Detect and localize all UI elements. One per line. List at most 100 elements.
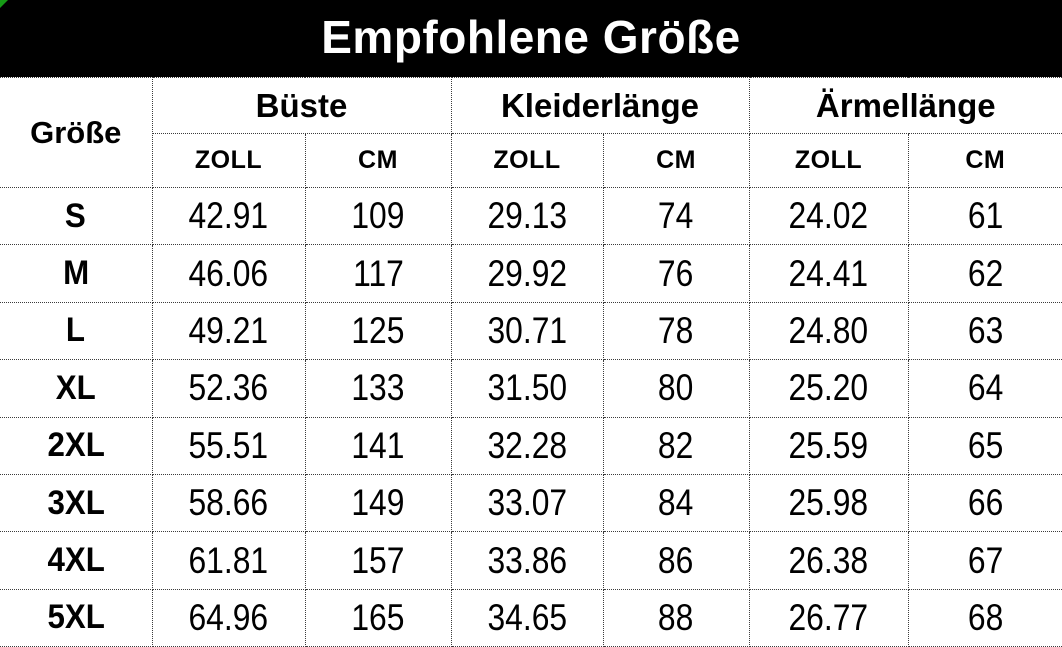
size-label-text: XL [55,368,96,407]
measurement-cell: 32.28 [450,416,604,475]
value-text: 66 [967,482,1003,524]
measurement-cell: 34.65 [450,588,604,647]
value-text: 33.07 [487,482,567,524]
measurement-cell: 165 [304,588,452,647]
table-row-5xl: 5XL 64.96 165 34.65 88 26.77 68 [0,588,1062,647]
value-text: 61 [967,195,1003,237]
measurement-cell: 29.13 [450,186,604,246]
size-label: XL [0,359,153,418]
measurement-cell: 157 [304,531,452,590]
unit-header-sleeve-cm: CM [907,133,1062,188]
table-row-s: S 42.91 109 29.13 74 24.02 61 [0,186,1062,246]
unit-header-dress-inch: ZOLL [450,133,604,188]
value-text: 34.65 [487,596,567,638]
measurement-cell: 55.51 [151,416,306,475]
measurement-cell: 61 [907,186,1062,246]
measurement-cell: 33.86 [450,531,604,590]
measurement-cell: 125 [304,301,452,361]
size-label: 2XL [0,416,153,475]
value-text: 165 [351,596,405,638]
size-label: M [0,244,153,303]
unit-header-dress-cm: CM [602,133,750,188]
value-text: 32.28 [487,424,567,466]
measurement-cell: 133 [304,359,452,418]
measurement-cell: 24.80 [748,301,909,361]
value-text: 25.59 [788,424,869,466]
page-title: Empfohlene Größe [321,10,741,63]
measurement-cell: 65 [907,416,1062,475]
size-label: 4XL [0,531,153,590]
value-text: 80 [658,367,694,409]
unit-header-bust-inch: ZOLL [152,133,306,188]
value-text: 64 [967,367,1003,409]
value-text: 31.50 [487,367,567,409]
size-label: S [0,186,153,246]
measurement-cell: 24.02 [748,186,909,246]
measurement-cell: 117 [304,244,452,303]
table-row-l: L 49.21 125 30.71 78 24.80 63 [0,301,1062,361]
table-row-2xl: 2XL 55.51 141 32.28 82 25.59 65 [0,416,1062,475]
measurement-cell: 64.96 [151,588,306,647]
value-text: 25.98 [788,482,869,524]
measurement-cell: 84 [602,473,750,533]
measurement-cell: 76 [602,244,750,303]
value-text: 74 [658,195,694,237]
value-text: 52.36 [188,367,269,409]
size-label-text: 2XL [47,426,105,465]
measurement-cell: 88 [602,588,750,647]
value-text: 78 [658,309,694,351]
value-text: 25.20 [788,367,869,409]
value-text: 62 [967,252,1003,294]
value-text: 86 [658,539,694,581]
size-label: 5XL [0,588,153,647]
measurement-cell: 74 [602,186,750,246]
col-header-size: Größe [0,77,153,188]
value-text: 84 [658,482,694,524]
size-label: 3XL [0,473,153,533]
value-text: 58.66 [188,482,269,524]
corner-marker-icon [0,0,8,8]
measurement-cell: 25.20 [748,359,909,418]
value-text: 30.71 [487,309,567,351]
table-row-m: M 46.06 117 29.92 76 24.41 62 [0,244,1062,303]
value-text: 24.02 [788,195,869,237]
value-text: 82 [658,424,694,466]
table-row-xl: XL 52.36 133 31.50 80 25.20 64 [0,359,1062,418]
value-text: 88 [658,596,694,638]
value-text: 26.77 [788,596,869,638]
title-bar: Empfohlene Größe [0,0,1062,77]
value-text: 76 [658,252,694,294]
unit-header-sleeve-inch: ZOLL [748,133,909,188]
col-header-dress-length: Kleiderlänge [450,77,750,134]
measurement-cell: 46.06 [151,244,306,303]
size-label-text: S [65,196,87,235]
measurement-cell: 67 [907,531,1062,590]
value-text: 109 [351,195,405,237]
measurement-cell: 141 [304,416,452,475]
measurement-cell: 25.59 [748,416,909,475]
value-text: 29.92 [487,252,567,294]
value-text: 55.51 [188,424,269,466]
value-text: 125 [351,309,405,351]
value-text: 24.80 [788,309,869,351]
value-text: 33.86 [487,539,567,581]
value-text: 65 [967,424,1003,466]
measurement-cell: 52.36 [151,359,306,418]
measurement-cell: 64 [907,359,1062,418]
measurement-cell: 26.77 [748,588,909,647]
table-row-3xl: 3XL 58.66 149 33.07 84 25.98 66 [0,473,1062,533]
col-header-sleeve-length: Ärmellänge [748,77,1062,134]
value-text: 141 [351,424,405,466]
measurement-cell: 149 [304,473,452,533]
value-text: 46.06 [188,252,269,294]
measurement-cell: 109 [304,186,452,246]
measurement-cell: 61.81 [151,531,306,590]
size-label-text: 4XL [47,541,105,580]
value-text: 29.13 [487,195,567,237]
measurement-cell: 80 [602,359,750,418]
size-label-text: 3XL [47,483,105,522]
value-text: 68 [967,596,1003,638]
measurement-cell: 62 [907,244,1062,303]
measurement-cell: 68 [907,588,1062,647]
value-text: 42.91 [188,195,269,237]
